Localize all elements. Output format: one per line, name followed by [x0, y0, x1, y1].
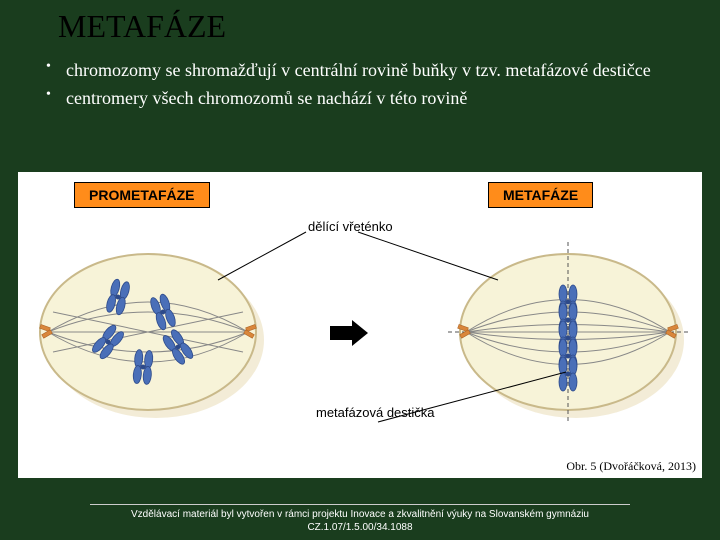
- slide-title: METAFÁZE: [58, 8, 226, 45]
- transition-arrow: [330, 320, 370, 346]
- slide-footer: Vzdělávací materiál byl vytvořen v rámci…: [0, 504, 720, 534]
- footer-line: Vzdělávací materiál byl vytvořen v rámci…: [0, 508, 720, 521]
- bullet-list: chromozomy se shromažďují v centrální ro…: [40, 58, 690, 115]
- phase-label-prometaphase: PROMETAFÁZE: [74, 182, 210, 208]
- figure-citation: Obr. 5 (Dvořáčková, 2013): [566, 459, 696, 474]
- annotation-spindle: dělící vřeténko: [308, 220, 393, 234]
- diagram-panel: PROMETAFÁZE METAFÁZE dělící vřeténko met…: [18, 172, 702, 478]
- bullet-item: chromozomy se shromažďují v centrální ro…: [40, 58, 690, 82]
- phase-label-metaphase: METAFÁZE: [488, 182, 593, 208]
- cell-metaphase: [448, 242, 688, 422]
- annotation-plate: metafázová destička: [316, 406, 435, 420]
- bullet-item: centromery všech chromozomů se nachází v…: [40, 86, 690, 110]
- footer-line: CZ.1.07/1.5.00/34.1088: [0, 521, 720, 534]
- cell-prometaphase: [28, 242, 268, 422]
